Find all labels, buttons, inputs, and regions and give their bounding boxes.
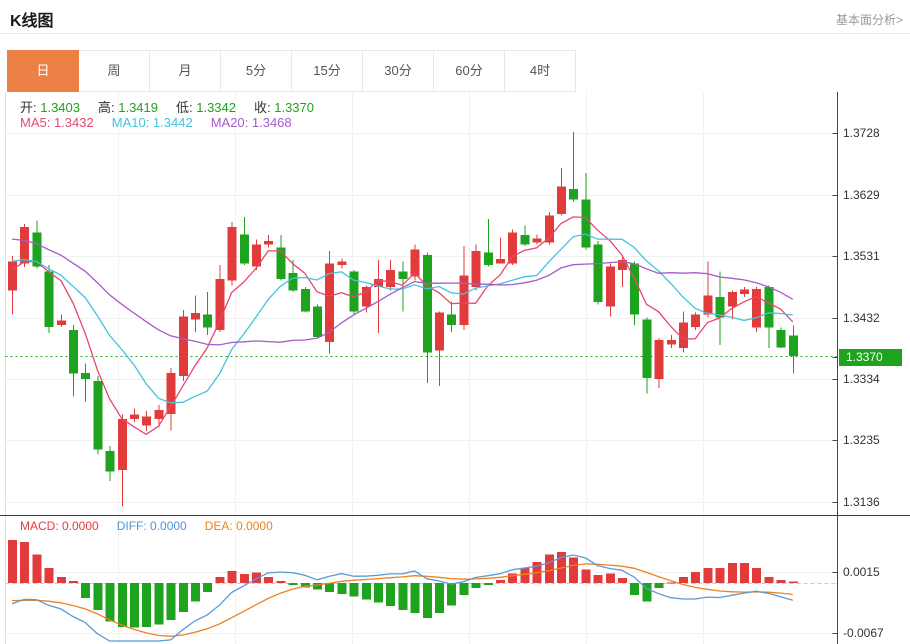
tab-30min[interactable]: 30分 — [362, 50, 434, 92]
price-axis-label: 1.3432 — [843, 310, 880, 325]
title-divider — [0, 33, 910, 34]
legend-ma-item: MA20: 1.3468 — [210, 115, 292, 130]
legend-ohlc-item: 收: 1.3370 — [254, 100, 314, 115]
legend-ma-item: MA10: 1.3442 — [111, 115, 193, 130]
legend-ma-item: MA5: 1.3432 — [20, 115, 94, 130]
legend-macd-item: DIFF: 0.0000 — [116, 519, 187, 533]
macd-axis-label: -0.0067 — [843, 625, 884, 640]
legend-ohlc-item: 开: 1.3403 — [20, 100, 80, 115]
legend-ohlc-item: 低: 1.3342 — [176, 100, 236, 115]
tab-15min[interactable]: 15分 — [291, 50, 363, 92]
price-axis-label: 1.3334 — [843, 371, 880, 386]
macd-axis-label: 0.0015 — [843, 564, 880, 579]
price-axis-label: 1.3531 — [843, 248, 880, 263]
tab-60min[interactable]: 60分 — [433, 50, 505, 92]
price-axis-label: 1.3235 — [843, 433, 880, 448]
price-axis-label: 1.3629 — [843, 187, 880, 202]
macd-legend: MACD: 0.0000 DIFF: 0.0000 DEA: 0.0000 — [20, 519, 291, 533]
tab-week[interactable]: 周 — [78, 50, 150, 92]
ma-legend: MA5: 1.3432 MA10: 1.3442 MA20: 1.3468 — [20, 115, 310, 130]
ohlc-legend: 开: 1.3403 高: 1.3419 低: 1.3342 收: 1.3370 — [20, 97, 332, 116]
last-price-badge: 1.3370 — [839, 349, 902, 366]
fundamental-analysis-link[interactable]: 基本面分析> — [835, 13, 903, 27]
page-title: K线图 — [10, 13, 54, 30]
legend-macd-item: DEA: 0.0000 — [204, 519, 273, 533]
tab-day[interactable]: 日 — [7, 50, 79, 92]
tab-month[interactable]: 月 — [149, 50, 221, 92]
tab-4hour[interactable]: 4时 — [504, 50, 576, 92]
period-tabbar: 日周月 5分 15分 30分 60分 4时 — [7, 50, 576, 92]
legend-ohlc-item: 高: 1.3419 — [98, 100, 158, 115]
price-axis-label: 1.3728 — [843, 126, 880, 140]
price-axis-label: 1.3136 — [843, 495, 880, 509]
tab-5min[interactable]: 5分 — [220, 50, 292, 92]
legend-macd-item: MACD: 0.0000 — [20, 519, 99, 533]
